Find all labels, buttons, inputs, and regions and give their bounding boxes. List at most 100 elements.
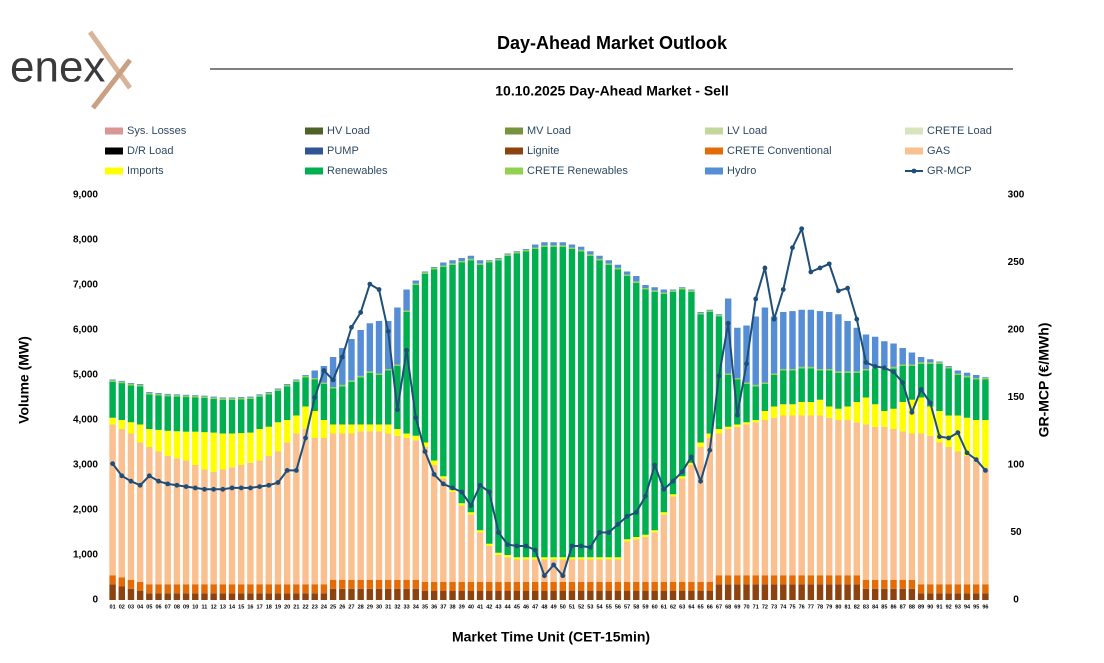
- line-marker: [450, 485, 455, 491]
- bar-segment: [127, 433, 135, 580]
- legend-label: GR-MCP: [927, 165, 972, 177]
- bar-segment: [192, 397, 199, 432]
- bar-segment: [311, 378, 318, 380]
- bar-segment: [504, 253, 511, 255]
- bar-segment: [486, 591, 493, 600]
- bar-segment: [734, 327, 741, 379]
- line-marker: [156, 478, 161, 484]
- bar-segment: [394, 579, 401, 589]
- line-marker: [725, 320, 731, 326]
- bar-segment: [559, 245, 566, 247]
- bar-segment: [605, 591, 612, 600]
- bar-segment: [963, 377, 971, 418]
- x-tick-label: 67: [716, 604, 722, 610]
- bar-segment: [449, 489, 456, 492]
- bar-segment: [982, 467, 989, 585]
- line-marker: [137, 482, 143, 488]
- bar-segment: [146, 392, 153, 393]
- bar-segment: [780, 584, 787, 600]
- bar-segment: [403, 588, 410, 600]
- bar-segment: [770, 584, 778, 600]
- bar-segment: [256, 429, 263, 461]
- bar-segment: [173, 431, 181, 459]
- bar-segment: [146, 393, 153, 395]
- bar-segment: [440, 265, 447, 267]
- bar-segment: [109, 381, 116, 418]
- bar-segment: [642, 289, 649, 535]
- bar-segment: [945, 366, 952, 369]
- bar-segment: [532, 582, 539, 591]
- bar-segment: [954, 584, 962, 594]
- bar-segment: [357, 424, 364, 432]
- line-marker: [349, 324, 354, 330]
- bar-segment: [780, 312, 787, 370]
- x-tick-label: 55: [606, 604, 612, 610]
- bar-segment: [412, 440, 419, 580]
- bar-segment: [504, 254, 511, 256]
- bar-segment: [945, 368, 952, 416]
- x-tick-label: 19: [275, 604, 281, 610]
- bar-segment: [688, 462, 695, 465]
- bar-segment: [146, 394, 153, 429]
- bar-segment: [577, 557, 585, 560]
- bar-segment: [596, 559, 603, 582]
- bar-segment: [679, 289, 686, 477]
- bar-segment: [679, 478, 686, 582]
- line-marker: [633, 509, 639, 515]
- bar-segment: [577, 251, 585, 558]
- line-marker: [872, 364, 878, 369]
- bar-segment: [421, 273, 429, 443]
- bar-segment: [862, 397, 870, 425]
- bar-segment: [568, 244, 576, 248]
- bar-segment: [550, 559, 557, 582]
- bar-segment: [844, 321, 851, 372]
- bar-segment: [559, 246, 566, 558]
- bar-segment: [669, 494, 677, 497]
- line-marker: [404, 347, 409, 353]
- line-marker: [817, 265, 823, 271]
- line-marker: [863, 360, 869, 365]
- bar-segment: [559, 582, 566, 591]
- bar-segment: [283, 420, 291, 443]
- bar-segment: [495, 260, 502, 553]
- legend-item: Renewables: [305, 165, 388, 177]
- line-marker: [780, 287, 786, 292]
- bar-segment: [826, 312, 833, 370]
- bar-segment: [559, 591, 566, 600]
- x-tick-label: 80: [835, 604, 841, 610]
- x-tick-label: 60: [652, 604, 658, 610]
- bar-segment: [486, 543, 493, 546]
- bar-segment: [182, 431, 190, 461]
- bar-segment: [247, 593, 254, 600]
- line-marker: [753, 296, 759, 302]
- bar-segment: [761, 584, 769, 600]
- bar-segment: [339, 384, 346, 387]
- bar-segment: [486, 582, 493, 591]
- bar-segment: [192, 431, 199, 465]
- bar-segment: [908, 588, 916, 600]
- bar-segment: [228, 467, 236, 585]
- y-tick-label: 7,000: [73, 280, 98, 291]
- y2-tick-label: 100: [1008, 460, 1025, 471]
- bar-segment: [136, 442, 144, 582]
- bar-segment: [182, 395, 190, 398]
- line-marker: [514, 543, 520, 549]
- bar-segment: [752, 420, 759, 423]
- legend-label: Renewables: [327, 165, 388, 177]
- line-marker: [845, 285, 850, 291]
- bar-segment: [945, 366, 952, 367]
- bar-segment: [136, 384, 144, 387]
- bar-segment: [366, 371, 374, 373]
- bar-segment: [173, 593, 181, 600]
- line-marker: [698, 478, 703, 484]
- bar-segment: [835, 372, 842, 409]
- bar-segment: [798, 402, 805, 416]
- bar-segment: [136, 386, 144, 425]
- bar-segment: [421, 447, 429, 582]
- bar-segment: [385, 369, 392, 371]
- bar-segment: [826, 369, 833, 371]
- bar-segment: [881, 341, 888, 367]
- bar-segment: [385, 370, 392, 425]
- bar-segment: [458, 505, 465, 582]
- bar-segment: [219, 398, 227, 400]
